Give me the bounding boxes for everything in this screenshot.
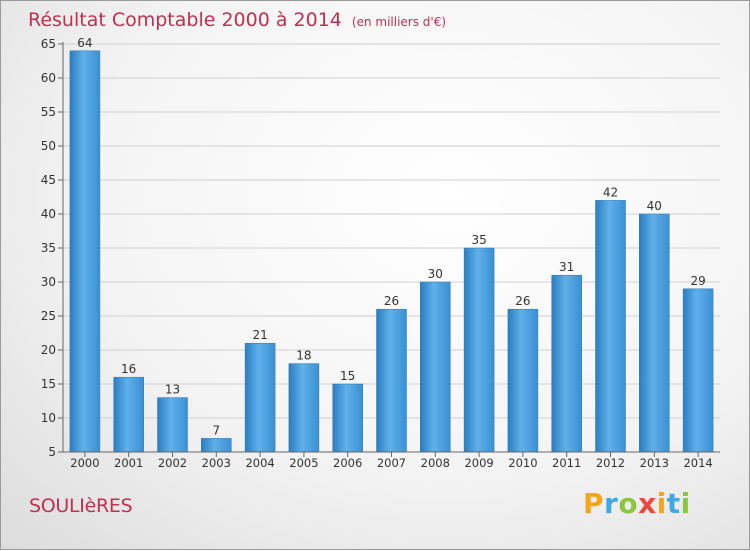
y-tick-label: 15 bbox=[41, 377, 56, 391]
bars: 64 16 13 7 21 18 15 26 30 35 26 31 42 40 29 bbox=[69, 36, 714, 453]
x-tick-label-2001: 2001 bbox=[114, 456, 143, 470]
bar-2014 bbox=[682, 288, 714, 453]
value-label-2011: 31 bbox=[559, 260, 574, 274]
y-tick-label: 35 bbox=[41, 241, 56, 255]
proxiti-logo: Proxiti bbox=[583, 487, 691, 520]
chart-title-text: Résultat Comptable 2000 à 2014 bbox=[28, 9, 342, 31]
x-tick-label-2006: 2006 bbox=[333, 456, 362, 470]
bar-2010 bbox=[507, 308, 539, 453]
x-tick-label-2013: 2013 bbox=[640, 456, 669, 470]
commune-name: SOULIèRES bbox=[29, 495, 133, 517]
logo-letter: i bbox=[680, 487, 691, 520]
bar-2008 bbox=[420, 281, 451, 453]
y-tick-label: 25 bbox=[41, 309, 56, 323]
bar-2000 bbox=[69, 50, 101, 453]
bar-2006 bbox=[332, 383, 363, 453]
axes: 5 10 15 20 25 30 35 40 45 50 55 60 65 2000 2001 2002 200… bbox=[41, 37, 720, 470]
bar-2009 bbox=[463, 247, 495, 453]
y-tick-label: 65 bbox=[41, 37, 56, 51]
bar-2005 bbox=[288, 363, 320, 453]
y-tick-label: 60 bbox=[41, 71, 56, 85]
value-label-2001: 16 bbox=[121, 362, 136, 376]
value-label-2004: 21 bbox=[252, 328, 267, 342]
value-label-2003: 7 bbox=[212, 423, 220, 437]
bar-2001 bbox=[113, 376, 144, 453]
logo-letter: t bbox=[666, 487, 681, 520]
logo-letter: o bbox=[618, 487, 639, 520]
y-tick-label: 10 bbox=[41, 411, 56, 425]
x-tick-label-2012: 2012 bbox=[596, 456, 625, 470]
value-label-2007: 26 bbox=[384, 294, 399, 308]
y-tick-label: 45 bbox=[41, 173, 56, 187]
bar-2013 bbox=[639, 213, 670, 453]
x-tick-label-2011: 2011 bbox=[552, 456, 581, 470]
y-tick-label: 50 bbox=[41, 139, 56, 153]
logo-letter: x bbox=[638, 487, 657, 520]
y-tick-label: 20 bbox=[41, 343, 56, 357]
logo-letter: i bbox=[656, 487, 667, 520]
x-tick-label-2014: 2014 bbox=[683, 456, 712, 470]
value-label-2008: 30 bbox=[428, 267, 443, 281]
value-label-2000: 64 bbox=[77, 36, 92, 50]
value-label-2014: 29 bbox=[690, 274, 705, 288]
x-tick-label-2003: 2003 bbox=[202, 456, 231, 470]
value-label-2005: 18 bbox=[296, 349, 311, 363]
x-tick-label-2008: 2008 bbox=[421, 456, 450, 470]
logo-letter: r bbox=[604, 487, 619, 520]
x-tick-label-2004: 2004 bbox=[245, 456, 274, 470]
chart-title-unit: (en milliers d'€) bbox=[351, 15, 447, 29]
value-label-2002: 13 bbox=[165, 383, 180, 397]
x-tick-label-2005: 2005 bbox=[289, 456, 318, 470]
y-tick-label: 55 bbox=[41, 105, 56, 119]
x-tick-label-2002: 2002 bbox=[158, 456, 187, 470]
bar-2007 bbox=[376, 308, 407, 453]
value-label-2009: 35 bbox=[471, 233, 486, 247]
value-label-2010: 26 bbox=[515, 294, 530, 308]
x-tick-label-2009: 2009 bbox=[464, 456, 493, 470]
x-tick-label-2010: 2010 bbox=[508, 456, 537, 470]
logo-letter: P bbox=[583, 487, 605, 520]
x-tick-label-2000: 2000 bbox=[70, 456, 99, 470]
bar-2012 bbox=[595, 200, 626, 453]
bar-2003 bbox=[201, 438, 232, 453]
y-tick-label: 5 bbox=[48, 445, 56, 459]
bar-2004 bbox=[244, 342, 276, 453]
value-label-2006: 15 bbox=[340, 369, 355, 383]
y-tick-label: 30 bbox=[41, 275, 56, 289]
x-tick-label-2007: 2007 bbox=[377, 456, 406, 470]
bar-2011 bbox=[551, 274, 582, 453]
bar-2002 bbox=[157, 397, 188, 453]
chart-title: Résultat Comptable 2000 à 2014 (en millie… bbox=[28, 9, 446, 31]
value-label-2013: 40 bbox=[647, 199, 662, 213]
value-label-2012: 42 bbox=[603, 185, 618, 199]
y-tick-label: 40 bbox=[41, 207, 56, 221]
